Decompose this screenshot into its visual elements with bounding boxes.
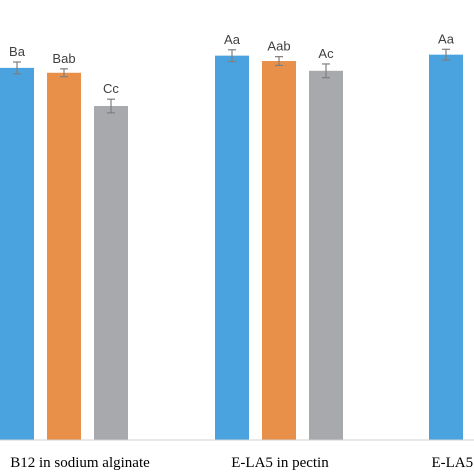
bar xyxy=(262,61,296,441)
bar-labels-layer: Ba Aa Aa Bab Aab Cc Ac xyxy=(9,31,455,96)
bar-significance-label: Ba xyxy=(9,44,26,59)
category-label: E-LA5 in xyxy=(431,455,474,471)
bar xyxy=(215,55,249,441)
bar-significance-label: Ac xyxy=(318,46,334,61)
bar xyxy=(94,106,128,440)
bar xyxy=(429,54,463,440)
error-bar xyxy=(228,49,236,63)
bar-significance-label: Cc xyxy=(103,81,119,96)
error-bar xyxy=(442,48,450,61)
error-bars-layer xyxy=(13,48,450,114)
category-label: E-LA5 in pectin xyxy=(231,455,329,471)
bars-layer xyxy=(0,54,463,441)
error-bar xyxy=(60,68,68,78)
error-bar xyxy=(275,56,283,67)
bar xyxy=(47,72,81,441)
error-bar xyxy=(107,98,115,114)
bar-significance-label: Aa xyxy=(224,32,241,47)
bar xyxy=(309,70,343,441)
error-bar xyxy=(322,63,330,79)
bar xyxy=(0,67,34,440)
error-bar xyxy=(13,61,21,75)
bar-significance-label: Bab xyxy=(52,51,75,66)
category-labels-layer: B12 in sodium alginate E-LA5 in pectin E-L… xyxy=(10,455,474,471)
bar-significance-label: Aab xyxy=(267,39,290,54)
category-label: B12 in sodium alginate xyxy=(10,455,150,471)
bar-significance-label: Aa xyxy=(438,31,455,46)
